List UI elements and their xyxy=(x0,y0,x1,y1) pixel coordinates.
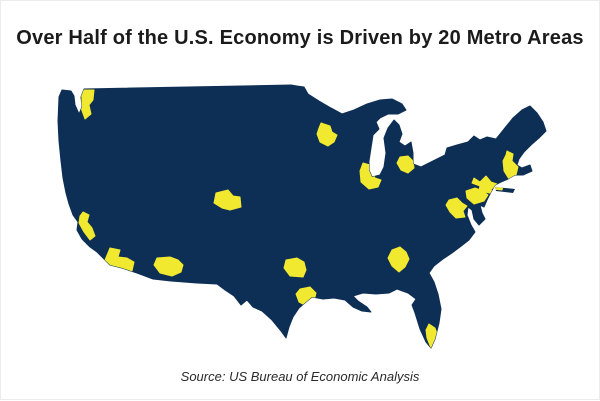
metro-minneapolis xyxy=(316,122,338,147)
land-contiguous-united-states xyxy=(57,84,547,349)
source-caption: Source: US Bureau of Economic Analysis xyxy=(180,369,420,384)
metro-new-york-long-island xyxy=(492,184,504,191)
metro-seattle xyxy=(79,89,95,120)
metro-detroit xyxy=(396,155,415,174)
metro-highlights xyxy=(78,89,519,348)
metro-denver xyxy=(213,189,242,211)
metro-dallas xyxy=(283,257,307,278)
metro-san-francisco xyxy=(78,211,96,241)
page-title: Over Half of the U.S. Economy is Driven … xyxy=(16,27,584,49)
metro-phoenix xyxy=(153,256,184,277)
metro-atlanta xyxy=(387,246,410,273)
metro-washington-dc xyxy=(445,197,468,219)
